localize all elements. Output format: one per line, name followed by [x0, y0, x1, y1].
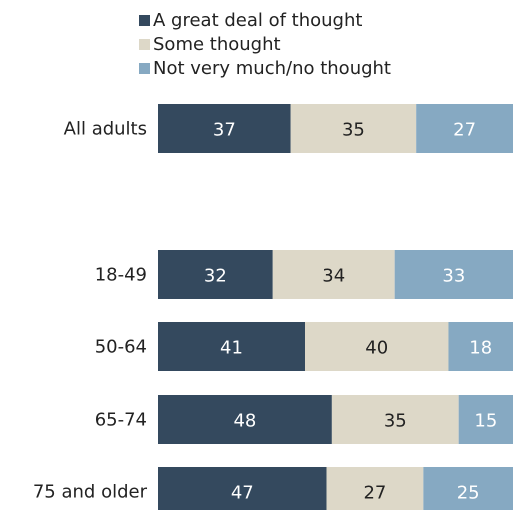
- bar-65-74-not-very-much-no-thought: [458, 395, 513, 444]
- bar-all-adults-some-thought: [290, 104, 417, 153]
- legend-swatch-no-thought: [139, 62, 150, 74]
- data-label-75-and-older-a-great-deal-of-thought: 47: [231, 483, 254, 504]
- bar-all-adults-a-great-deal-of-thought: [158, 104, 291, 153]
- legend-label-no-thought: Not very much/no thought: [153, 57, 391, 79]
- bar-all-adults-not-very-much-no-thought: [416, 104, 513, 153]
- data-label-65-74-some-thought: 35: [384, 411, 407, 432]
- data-label-18-49-some-thought: 34: [322, 266, 345, 287]
- legend-item-great-deal: A great deal of thought: [139, 8, 391, 32]
- data-label-all-adults-some-thought: 35: [342, 120, 365, 141]
- category-label-18-49: 18-49: [95, 265, 147, 286]
- legend-swatch-great-deal: [139, 14, 150, 26]
- bar-75-and-older-some-thought: [326, 467, 424, 510]
- category-label-50-64: 50-64: [95, 337, 147, 358]
- data-label-18-49-a-great-deal-of-thought: 32: [204, 266, 227, 287]
- data-label-18-49-not-very-much-no-thought: 33: [442, 266, 465, 287]
- category-label-75-and-older: 75 and older: [33, 482, 148, 503]
- legend-swatch-some-thought: [139, 38, 150, 50]
- data-label-65-74-a-great-deal-of-thought: 48: [233, 411, 256, 432]
- bar-18-49-some-thought: [272, 250, 395, 299]
- data-label-65-74-not-very-much-no-thought: 15: [474, 411, 497, 432]
- bar-50-64-a-great-deal-of-thought: [158, 322, 306, 371]
- bar-75-and-older-not-very-much-no-thought: [423, 467, 513, 510]
- legend-item-some-thought: Some thought: [139, 32, 391, 56]
- category-label-all-adults: All adults: [64, 119, 147, 140]
- category-label-65-74: 65-74: [95, 410, 147, 431]
- bar-50-64-not-very-much-no-thought: [448, 322, 513, 371]
- data-label-75-and-older-some-thought: 27: [363, 483, 386, 504]
- bar-65-74-a-great-deal-of-thought: [158, 395, 332, 444]
- data-label-75-and-older-not-very-much-no-thought: 25: [457, 483, 480, 504]
- bar-75-and-older-a-great-deal-of-thought: [158, 467, 327, 510]
- bar-18-49-a-great-deal-of-thought: [158, 250, 273, 299]
- data-label-50-64-a-great-deal-of-thought: 41: [220, 338, 243, 359]
- legend-item-no-thought: Not very much/no thought: [139, 56, 391, 80]
- legend-label-some-thought: Some thought: [153, 33, 281, 55]
- bar-18-49-not-very-much-no-thought: [394, 250, 513, 299]
- data-label-50-64-some-thought: 40: [365, 338, 388, 359]
- data-label-all-adults-a-great-deal-of-thought: 37: [213, 120, 236, 141]
- bar-65-74-some-thought: [331, 395, 459, 444]
- legend-label-great-deal: A great deal of thought: [153, 9, 363, 31]
- legend: A great deal of thought Some thought Not…: [139, 8, 391, 80]
- bar-50-64-some-thought: [305, 322, 449, 371]
- data-label-all-adults-not-very-much-no-thought: 27: [453, 120, 476, 141]
- data-label-50-64-not-very-much-no-thought: 18: [469, 338, 492, 359]
